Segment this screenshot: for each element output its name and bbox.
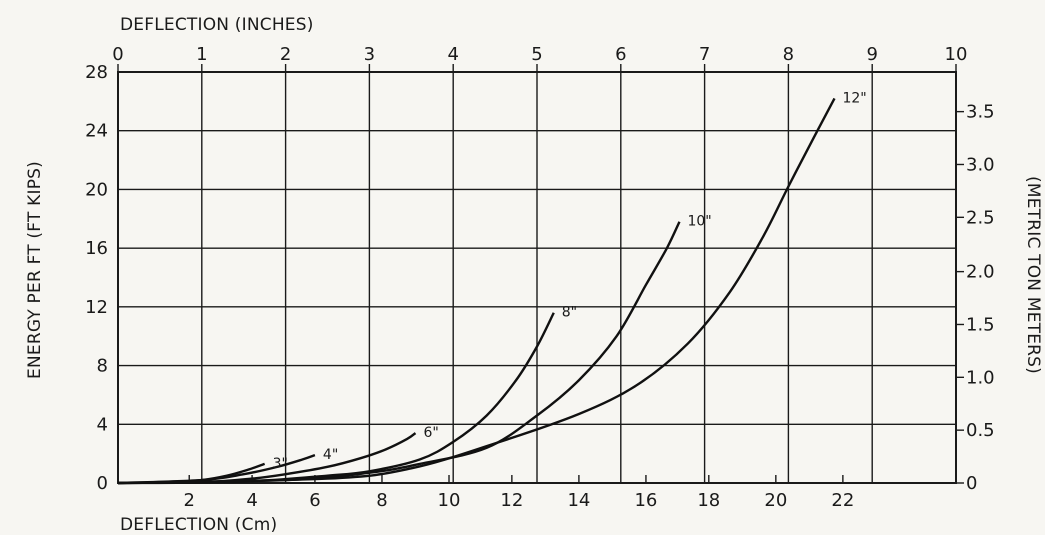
series-label: 12": [842, 90, 866, 106]
label-layer: 0 1 2 3 4 5 6 7 8 9 10048121620242800.51.01.52.02.…: [85, 44, 995, 511]
x-bottom-tick-label: 16: [634, 490, 657, 511]
x-top-tick-label: 9: [866, 44, 877, 65]
x-bottom-axis-title: DEFLECTION (Cm): [120, 515, 277, 535]
y-left-tick-label: 4: [97, 414, 108, 435]
y-right-tick-label: 3.5: [966, 102, 995, 123]
series-label: 10": [687, 214, 711, 230]
series-label: 4": [323, 447, 338, 463]
y-left-tick-label: 12: [85, 297, 108, 318]
series-label: 6": [423, 425, 438, 441]
plot-frame: [117, 71, 957, 484]
x-top-tick-label: 2: [280, 44, 291, 65]
x-top-tick-label: 6: [615, 44, 626, 65]
x-bottom-tick-label: 20: [764, 490, 787, 511]
x-top-tick-label: 0: [112, 44, 123, 65]
x-top-tick-label: 8: [783, 44, 794, 65]
series-label: 8": [562, 305, 577, 321]
y-left-tick-label: 28: [85, 62, 108, 83]
x-bottom-tick-label: 10: [438, 490, 461, 511]
x-top-tick-label: 10: [945, 44, 968, 65]
y-right-tick-label: 1.0: [966, 367, 995, 388]
x-bottom-tick-label: 8: [376, 490, 387, 511]
x-bottom-tick-label: 6: [309, 490, 320, 511]
y-left-axis-title: ENERGY PER FT (FT KIPS): [25, 161, 45, 379]
x-top-axis-title: DEFLECTION (INCHES): [120, 15, 314, 35]
x-top-tick-label: 1: [196, 44, 207, 65]
x-top-tick-label: 3: [364, 44, 375, 65]
y-left-tick-label: 8: [97, 356, 108, 377]
y-right-tick-label: 2.5: [966, 207, 995, 228]
y-right-tick-label: 3.0: [966, 154, 995, 175]
x-bottom-tick-label: 22: [831, 490, 854, 511]
series-curve: [117, 97, 836, 485]
x-bottom-tick-label: 2: [184, 490, 195, 511]
series-layer: [117, 97, 836, 485]
x-top-tick-label: 5: [531, 44, 542, 65]
y-right-tick-label: 0: [966, 473, 977, 494]
y-left-tick-label: 0: [97, 473, 108, 494]
y-left-tick-label: 24: [85, 121, 108, 142]
y-right-axis-title: (METRIC TON METERS): [1023, 176, 1043, 374]
x-bottom-tick-label: 18: [697, 490, 720, 511]
y-left-tick-label: 16: [85, 238, 108, 259]
y-left-tick-label: 20: [85, 179, 108, 200]
x-top-tick-label: 7: [699, 44, 710, 65]
x-bottom-tick-label: 14: [567, 490, 590, 511]
series-label: 3": [273, 456, 288, 472]
y-right-tick-label: 0.5: [966, 420, 995, 441]
y-right-tick-label: 1.5: [966, 314, 995, 335]
y-right-tick-label: 2.0: [966, 262, 995, 283]
x-bottom-tick-label: 4: [246, 490, 257, 511]
x-top-tick-label: 4: [447, 44, 458, 65]
x-bottom-tick-label: 12: [500, 490, 523, 511]
